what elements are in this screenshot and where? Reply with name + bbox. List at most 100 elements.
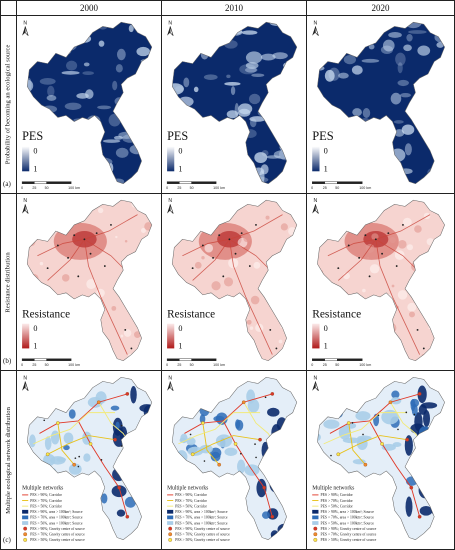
source-patch-70 [262,465,274,476]
raster-patch [46,95,57,101]
source-patch-70 [121,448,129,460]
source-patch-90 [127,462,138,480]
raster-patch [317,50,329,61]
scale-bar-segment [179,358,192,361]
town-point [330,454,332,457]
scale-bar-segment [34,181,47,184]
north-arrow-icon: N [167,375,174,392]
raster-patch [260,164,269,175]
raster-patch [226,74,231,79]
resistance-patch [429,282,433,286]
raster-patch [408,30,427,34]
town-point [100,459,103,461]
source-patch-50 [29,434,36,448]
north-label: N [23,375,27,381]
raster-patch [317,173,331,184]
resistance-patch [357,320,363,326]
scale-bar-tick: 25 [177,363,181,367]
column-header-2020: 2020 [371,3,390,13]
map-panel-r2-c0: N Multiple networks PES > 90%; Corridor PES… [17,371,160,548]
legend-title: Multiple networks [167,486,208,492]
road-line [375,239,421,355]
north-arrow-left [167,381,171,391]
source-patch-50 [63,432,74,444]
raster-patch [215,138,233,146]
source-patch-70 [68,409,76,419]
region-outline [26,199,153,362]
raster-patch [238,103,253,115]
legend-box-swatch [312,515,319,520]
resistance-patch [238,316,242,319]
raster-patch [199,147,216,153]
gravity-centre-point [56,421,60,425]
source-patch-90 [433,479,445,491]
raster-patch [346,163,355,168]
scale-bar-unit: km [75,186,80,190]
frame-left [0,0,1,550]
map-svg: N Resistance 0 1 0 25 50 100 km [311,198,445,367]
gravity-centre-point [125,392,130,396]
source-patch-50 [381,409,399,425]
resistance-patch [77,314,83,320]
legend-entry-text: PES > 50%; Corridor [30,504,62,508]
raster-layer [172,22,297,184]
town-point [271,434,274,437]
source-patch-90 [426,469,440,482]
raster-patch [97,22,109,30]
legend-title: Resistance [22,308,70,320]
road-line [84,238,124,269]
raster-patch [397,62,403,74]
legend-colorbar [22,146,30,172]
town-point [269,328,272,331]
source-patch-50 [246,389,256,404]
scale-bar-segment [21,358,35,361]
town-point [201,244,204,247]
raster-patch [83,62,90,67]
resistance-patch [406,244,414,251]
gravity-centre-point [72,462,76,467]
raster-patch [362,107,371,118]
raster-patch [85,89,94,99]
source-patch-50 [50,430,60,445]
town-point [347,244,350,247]
raster-patch [332,141,344,153]
raster-patch [283,24,292,29]
source-patch-50 [323,419,340,429]
north-arrow-icon: N [22,198,29,214]
row-label-network-text: Multiple ecological network distribution [4,406,12,514]
source-patch-50 [174,403,182,411]
scale-bar-segment [312,358,325,361]
raster-patch [213,150,224,163]
resistance-patch [342,291,349,298]
gravity-centre-point [346,421,351,425]
raster-patch [324,113,331,118]
resistance-patch [391,284,395,288]
resistance-base [172,200,297,361]
source-patch-90 [116,509,126,517]
map-panel-r0-c0: N PES 0 1 0 25 50 100 km [17,16,160,192]
raster-patch [245,62,259,69]
raster-patch [129,144,146,155]
source-patch-90 [280,524,292,533]
map-svg: N PES 0 1 0 25 50 100 km [166,20,298,190]
raster-patch [64,102,82,110]
resistance-patch [136,302,141,307]
town-point [84,477,87,479]
scale-bar-tick: 100 [68,363,74,367]
resistance-patch [224,303,230,309]
source-patch-90 [141,515,152,531]
road-line [47,239,85,281]
resistance-patch [82,316,85,320]
town-point [270,467,272,469]
raster-base [27,22,152,184]
source-patch-90 [428,475,440,497]
raster-patch [61,70,80,75]
legend-colorbar [167,323,175,349]
source-patch-90 [432,527,442,540]
source-patch-50 [27,453,32,459]
resistance-patch [205,339,214,348]
resistance-patch [386,323,397,333]
